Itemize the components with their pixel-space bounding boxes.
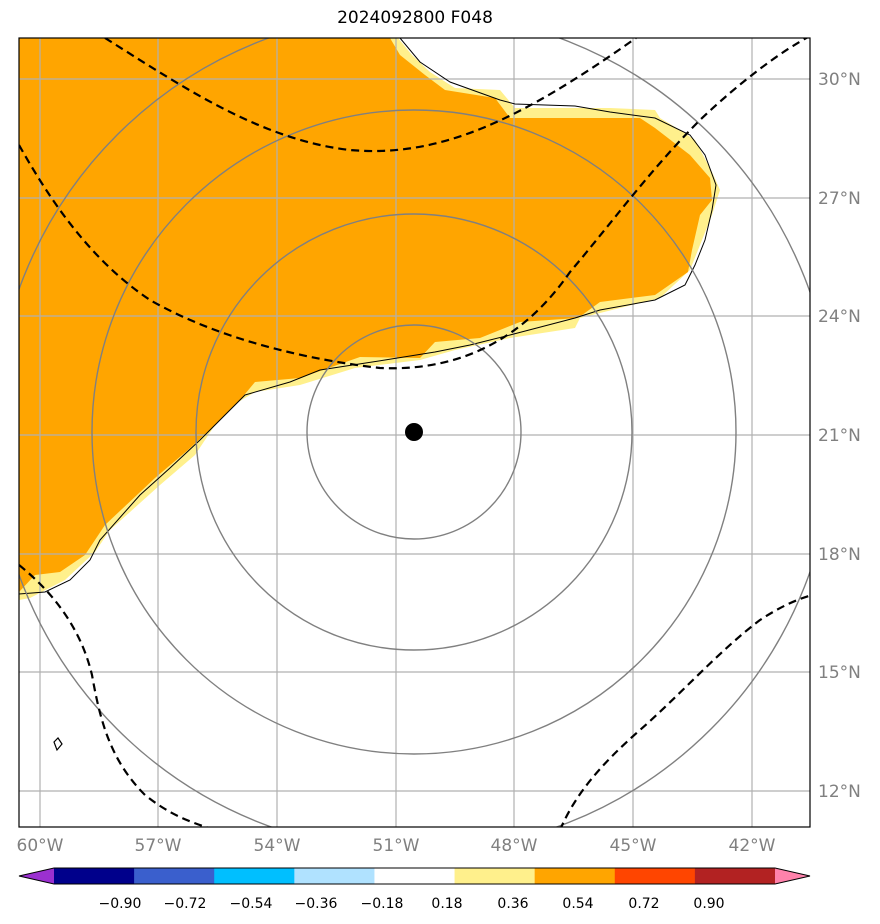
lon-tick-label: 54°W bbox=[254, 836, 301, 856]
map-frame bbox=[18, 37, 811, 828]
lat-tick-labels: 30°N 27°N 24°N 21°N 18°N 15°N 12°N bbox=[818, 70, 861, 802]
colorbar-tick-label: 0.90 bbox=[693, 896, 724, 912]
lat-tick-label: 27°N bbox=[818, 189, 861, 209]
colorbar-tick-label: 0.54 bbox=[562, 896, 593, 912]
lat-tick-label: 24°N bbox=[818, 307, 861, 327]
map-title: 2024092800 F048 bbox=[337, 8, 493, 28]
colorbar-tick-label: −0.54 bbox=[230, 896, 273, 912]
shaded-region-core bbox=[19, 38, 712, 592]
colorbar-extend-low bbox=[19, 868, 54, 884]
range-ring-3 bbox=[91, 109, 737, 755]
colorbar-cell bbox=[534, 868, 616, 884]
boundary-contour bbox=[19, 38, 717, 595]
map-area bbox=[19, 38, 810, 827]
colorbar-extend-high bbox=[775, 868, 810, 884]
colorbar-tick-label: −0.90 bbox=[99, 896, 142, 912]
colorbar-cell bbox=[454, 868, 536, 884]
range-ring-1 bbox=[306, 324, 522, 540]
colorbar-cell bbox=[54, 868, 135, 884]
lat-tick-label: 30°N bbox=[818, 70, 861, 90]
dashed-contour-middle bbox=[19, 38, 809, 370]
lon-tick-labels: 60°W 57°W 54°W 51°W 48°W 45°W 42°W bbox=[17, 836, 776, 856]
dashed-contour-north bbox=[104, 38, 637, 153]
colorbar-tick-label: −0.18 bbox=[361, 896, 404, 912]
colorbar-tick-labels: −0.90 −0.72 −0.54 −0.36 −0.18 0.18 0.36 … bbox=[99, 896, 725, 912]
small-island-contour bbox=[53, 737, 63, 752]
lon-tick-label: 42°W bbox=[729, 836, 776, 856]
colorbar-cell bbox=[694, 868, 776, 884]
dashed-contour-southwest bbox=[19, 564, 210, 827]
colorbar-cell bbox=[614, 868, 696, 884]
colorbar-tick-label: 0.18 bbox=[431, 896, 462, 912]
grid-lines bbox=[19, 38, 810, 827]
colorbar-cell bbox=[134, 868, 215, 884]
colorbar-tick-label: 0.72 bbox=[628, 896, 659, 912]
lon-tick-label: 57°W bbox=[135, 836, 182, 856]
colorbar-cell bbox=[294, 868, 375, 884]
lon-tick-label: 51°W bbox=[373, 836, 420, 856]
colorbar: −0.90 −0.72 −0.54 −0.36 −0.18 0.18 0.36 … bbox=[18, 867, 811, 912]
lon-tick-label: 48°W bbox=[491, 836, 538, 856]
dashed-contours bbox=[19, 38, 810, 827]
colorbar-outline bbox=[18, 867, 811, 885]
colorbar-tick-label: −0.36 bbox=[295, 896, 338, 912]
colorbar-tick-label: 0.36 bbox=[497, 896, 528, 912]
lat-tick-label: 18°N bbox=[818, 545, 861, 565]
storm-center-marker bbox=[405, 423, 423, 441]
lat-tick-label: 15°N bbox=[818, 663, 861, 683]
colorbar-tick-label: −0.72 bbox=[164, 896, 207, 912]
colorbar-cell bbox=[214, 868, 295, 884]
dashed-contour-southeast bbox=[560, 594, 810, 827]
lon-tick-label: 45°W bbox=[610, 836, 657, 856]
lon-tick-label: 60°W bbox=[17, 836, 64, 856]
range-ring-2 bbox=[195, 213, 633, 651]
lat-tick-label: 12°N bbox=[818, 782, 861, 802]
range-rings bbox=[19, 38, 810, 827]
lat-tick-label: 21°N bbox=[818, 426, 861, 446]
colorbar-cells bbox=[19, 868, 810, 884]
colorbar-cell bbox=[374, 868, 456, 884]
